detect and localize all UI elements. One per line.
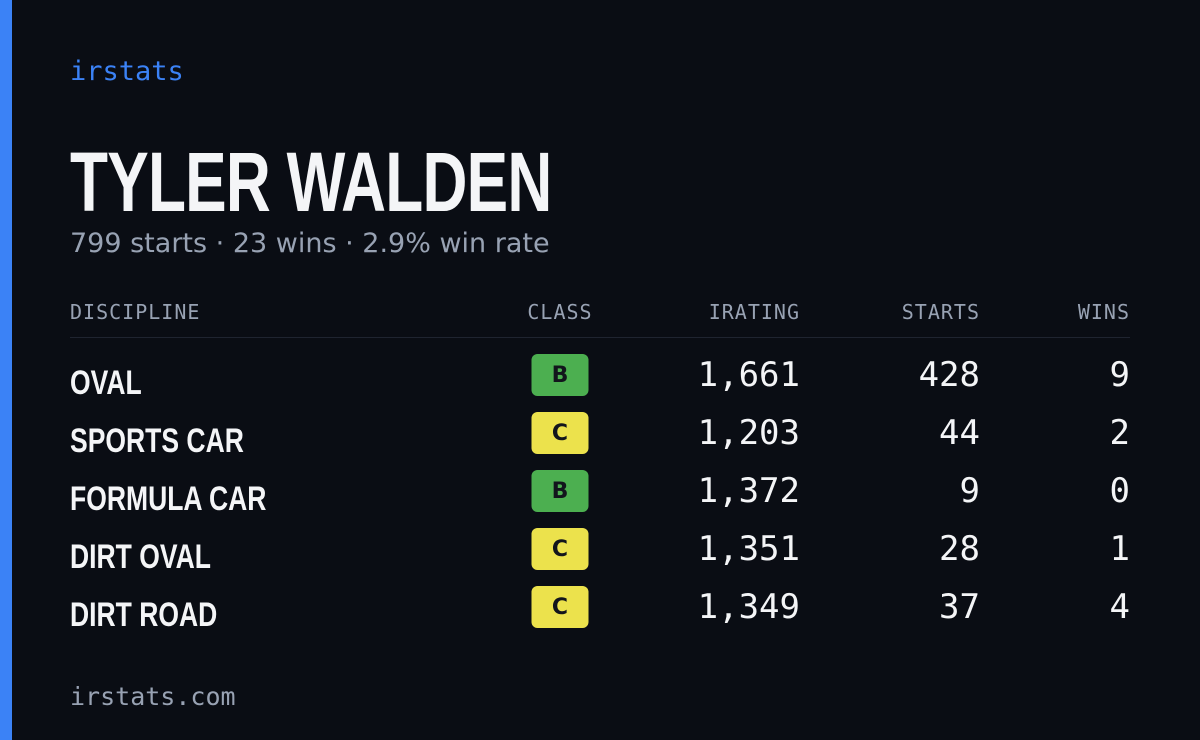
discipline: OVAL <box>70 364 142 402</box>
accent-bar <box>0 0 12 740</box>
starts: 28 <box>939 529 980 569</box>
class-badge: C <box>531 586 589 628</box>
brand: irstats <box>70 56 184 87</box>
wins: 0 <box>1109 471 1130 511</box>
class-badge: B <box>531 470 589 512</box>
wins: 2 <box>1109 413 1130 453</box>
irating: 1,661 <box>697 355 800 395</box>
irating: 1,203 <box>697 413 800 453</box>
discipline: DIRT ROAD <box>70 596 218 634</box>
starts: 9 <box>959 471 980 511</box>
wins: 4 <box>1109 587 1130 627</box>
wins: 9 <box>1109 355 1130 395</box>
column-header: WINS <box>1077 300 1130 324</box>
class-badge: C <box>531 528 589 570</box>
footer: irstats.com <box>70 682 236 711</box>
starts: 44 <box>939 413 980 453</box>
column-header: CLASS <box>527 300 593 324</box>
summary: 799 starts · 23 wins · 2.9% win rate <box>70 228 550 259</box>
irating: 1,372 <box>697 471 800 511</box>
column-header: STARTS <box>901 300 980 324</box>
irating: 1,349 <box>697 587 800 627</box>
discipline: SPORTS CAR <box>70 422 244 460</box>
starts: 37 <box>939 587 980 627</box>
class-badge: C <box>531 412 589 454</box>
discipline: DIRT OVAL <box>70 538 211 576</box>
wins: 1 <box>1109 529 1130 569</box>
irating: 1,351 <box>697 529 800 569</box>
driver-name: TYLER WALDEN <box>70 135 552 229</box>
header-rule <box>70 337 1130 338</box>
column-header: DISCIPLINE <box>70 300 201 324</box>
column-header: IRATING <box>708 300 800 324</box>
class-badge: B <box>531 354 589 396</box>
starts: 428 <box>918 355 980 395</box>
discipline: FORMULA CAR <box>70 480 267 518</box>
